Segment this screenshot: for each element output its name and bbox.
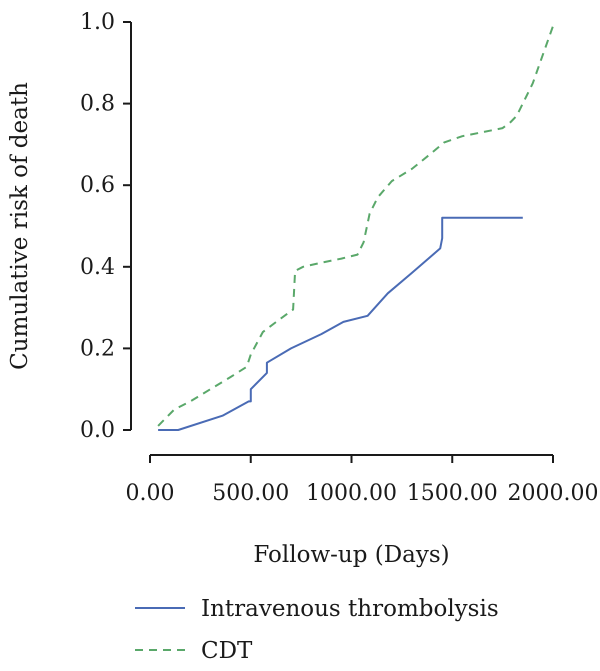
y-tick-label: 0.0 [80,418,115,443]
y-ticks: 0.0 0.2 0.4 0.6 0.8 1.0 [80,10,131,443]
y-tick-label: 1.0 [80,10,115,35]
axes: 0.0 0.2 0.4 0.6 0.8 1.0 0.00 500.00 1000.00 1500… [80,10,598,506]
y-tick-label: 0.6 [80,173,115,198]
x-tick-label: 2000.00 [508,481,599,506]
series-line-cdt [157,25,554,427]
x-tick-label: 0.00 [126,481,175,506]
series-line-intravenous-thrombolysis [158,216,523,431]
y-tick-label: 0.2 [80,336,115,361]
y-axis-title: Cumulative risk of death [7,82,33,370]
legend-label: CDT [201,638,253,664]
x-tick-label: 1000.00 [306,481,397,506]
series-lines [157,25,554,431]
x-axis-title: Follow-up (Days) [253,542,449,568]
legend: Intravenous thrombolysis CDT [135,596,499,664]
x-tick-label: 500.00 [212,481,289,506]
x-ticks: 0.00 500.00 1000.00 1500.00 2000.00 [126,455,599,506]
legend-label: Intravenous thrombolysis [201,596,499,622]
x-tick-label: 1500.00 [407,481,498,506]
y-tick-label: 0.4 [80,255,115,280]
y-tick-label: 0.8 [80,92,115,117]
